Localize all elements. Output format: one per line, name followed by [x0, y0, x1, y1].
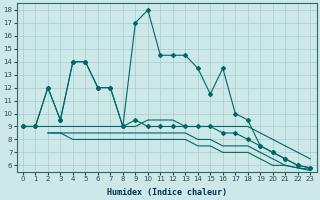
X-axis label: Humidex (Indice chaleur): Humidex (Indice chaleur) — [107, 188, 227, 197]
